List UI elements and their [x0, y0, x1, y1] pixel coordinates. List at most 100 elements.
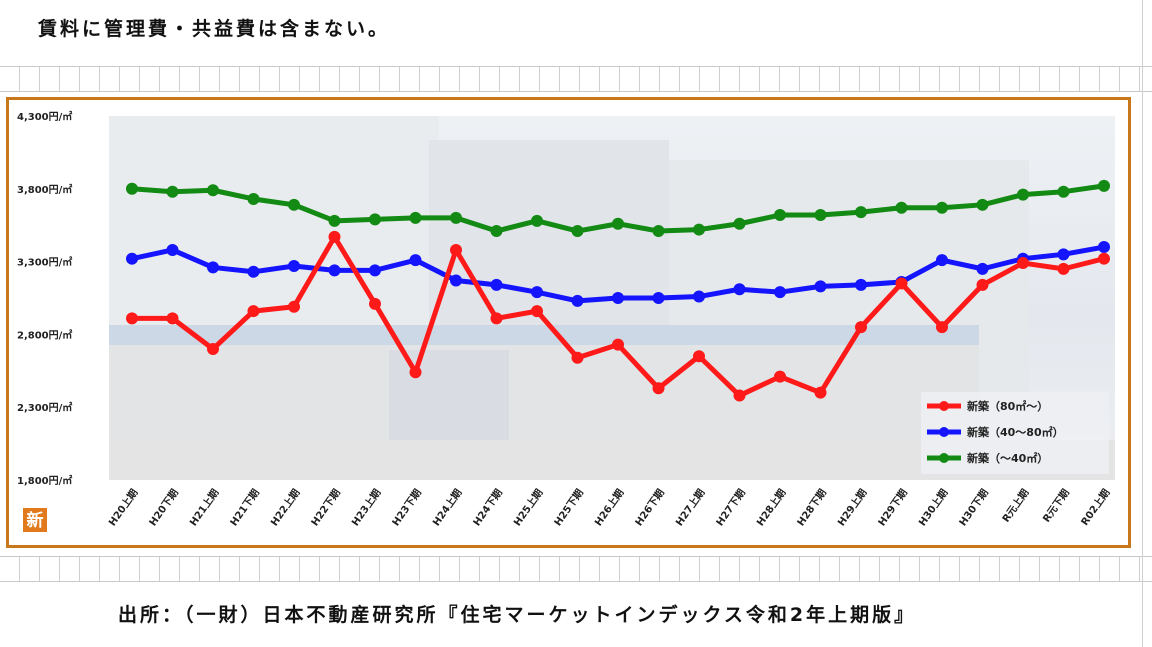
- data-point-0: [1057, 262, 1070, 275]
- x-tick-label: H21下期: [227, 486, 262, 528]
- x-tick-label: H28上期: [754, 486, 789, 528]
- x-tick-label: R02上期: [1078, 486, 1113, 528]
- data-point-1: [126, 252, 138, 265]
- data-point-1: [976, 262, 989, 275]
- data-point-0: [976, 278, 989, 291]
- data-point-0: [531, 305, 543, 318]
- data-point-2: [1098, 179, 1110, 192]
- data-point-1: [774, 286, 786, 299]
- data-point-0: [207, 342, 219, 355]
- grid-strip-top: [0, 66, 1152, 92]
- x-tick-label: H30上期: [916, 486, 951, 528]
- data-point-0: [1098, 252, 1110, 265]
- x-tick-label: H25上期: [511, 486, 546, 528]
- rent-line-chart: 1,800円/㎡ 2,300円/㎡ 2,800円/㎡ 3,300円/㎡ 3,800円/㎡…: [17, 110, 1115, 532]
- data-point-2: [895, 201, 908, 214]
- data-point-2: [733, 217, 746, 230]
- data-point-0: [126, 312, 138, 325]
- data-point-1: [288, 259, 300, 272]
- data-point-1: [531, 286, 543, 299]
- x-tick-label: H30下期: [956, 486, 991, 528]
- legend-swatch-marker: [939, 401, 949, 411]
- data-point-2: [976, 198, 989, 211]
- data-point-1: [450, 274, 462, 287]
- data-point-0: [733, 389, 746, 402]
- chart-frame: 1,800円/㎡ 2,300円/㎡ 2,800円/㎡ 3,300円/㎡ 3,800円/㎡…: [6, 97, 1131, 548]
- data-point-1: [814, 280, 827, 293]
- data-point-2: [369, 213, 381, 226]
- data-point-0: [288, 300, 300, 313]
- data-point-1: [1098, 241, 1110, 254]
- x-tick-label: H22下期: [308, 486, 343, 528]
- data-point-1: [936, 254, 948, 267]
- x-tick-label: H20下期: [146, 486, 181, 528]
- data-point-2: [774, 209, 786, 222]
- legend-swatch-marker: [939, 427, 949, 437]
- y-tick-label: 2,300円/㎡: [17, 401, 72, 414]
- data-point-1: [652, 292, 665, 304]
- legend-label: 新築（80㎡～）: [967, 399, 1048, 413]
- data-point-0: [652, 382, 665, 395]
- legend-swatch-marker: [939, 453, 949, 463]
- badge-text: 新: [27, 510, 44, 531]
- data-point-2: [207, 184, 219, 197]
- data-point-2: [1017, 188, 1029, 201]
- legend-label: 新築（40～80㎡）: [967, 425, 1064, 439]
- data-point-2: [814, 209, 827, 222]
- data-point-2: [855, 206, 867, 219]
- data-point-2: [531, 214, 543, 227]
- data-point-1: [166, 243, 179, 256]
- x-tick-label: H23上期: [349, 486, 384, 528]
- data-point-2: [450, 211, 462, 224]
- data-point-2: [652, 225, 665, 238]
- data-point-0: [855, 321, 867, 334]
- data-point-1: [409, 254, 422, 267]
- data-point-2: [693, 223, 705, 236]
- data-point-2: [247, 192, 260, 205]
- x-tick-label: H22上期: [268, 486, 303, 528]
- data-point-0: [490, 312, 503, 325]
- x-tick-label: H29上期: [835, 486, 870, 528]
- data-point-1: [693, 290, 705, 303]
- data-point-0: [693, 350, 705, 363]
- y-tick-label: 2,800円/㎡: [17, 328, 72, 341]
- x-tick-label: H26下期: [632, 486, 667, 528]
- data-point-2: [166, 185, 179, 198]
- legend-label: 新築（～40㎡）: [967, 451, 1048, 465]
- data-point-1: [207, 261, 219, 274]
- data-point-1: [490, 278, 503, 291]
- x-tick-label: H21上期: [187, 486, 222, 528]
- data-point-0: [369, 297, 381, 310]
- data-point-2: [328, 214, 341, 227]
- y-tick-label: 1,800円/㎡: [17, 474, 72, 487]
- x-tick-label: R元上期: [999, 486, 1031, 524]
- data-point-0: [895, 277, 908, 290]
- data-point-2: [1057, 185, 1070, 198]
- data-point-2: [409, 211, 422, 224]
- new-build-badge: 新: [23, 508, 47, 532]
- x-tick-label: H20上期: [106, 486, 141, 528]
- data-point-0: [409, 366, 422, 379]
- data-point-2: [612, 217, 624, 230]
- x-tick-label: H25下期: [551, 486, 586, 528]
- rent-note: 賃料に管理費・共益費は含まない。: [38, 18, 391, 40]
- data-point-1: [855, 278, 867, 291]
- data-point-1: [1057, 248, 1070, 261]
- x-tick-label: H27下期: [713, 486, 748, 528]
- data-point-0: [247, 305, 260, 318]
- x-tick-label: H23下期: [389, 486, 424, 528]
- right-rule: [1142, 0, 1143, 647]
- data-point-2: [288, 198, 300, 211]
- x-tick-label: H27上期: [673, 486, 708, 528]
- source-citation: 出所：（一財）日本不動産研究所『住宅マーケットインデックス令和2年上期版』: [118, 604, 917, 626]
- data-point-0: [814, 386, 827, 399]
- x-tick-label: H28下期: [794, 486, 829, 528]
- x-tick-label: H26上期: [592, 486, 627, 528]
- data-point-0: [1017, 257, 1029, 270]
- x-tick-label: H24下期: [470, 486, 505, 528]
- data-point-2: [126, 182, 138, 195]
- data-point-1: [612, 292, 624, 304]
- data-point-1: [369, 264, 381, 277]
- data-point-2: [571, 225, 584, 238]
- data-point-2: [490, 225, 503, 238]
